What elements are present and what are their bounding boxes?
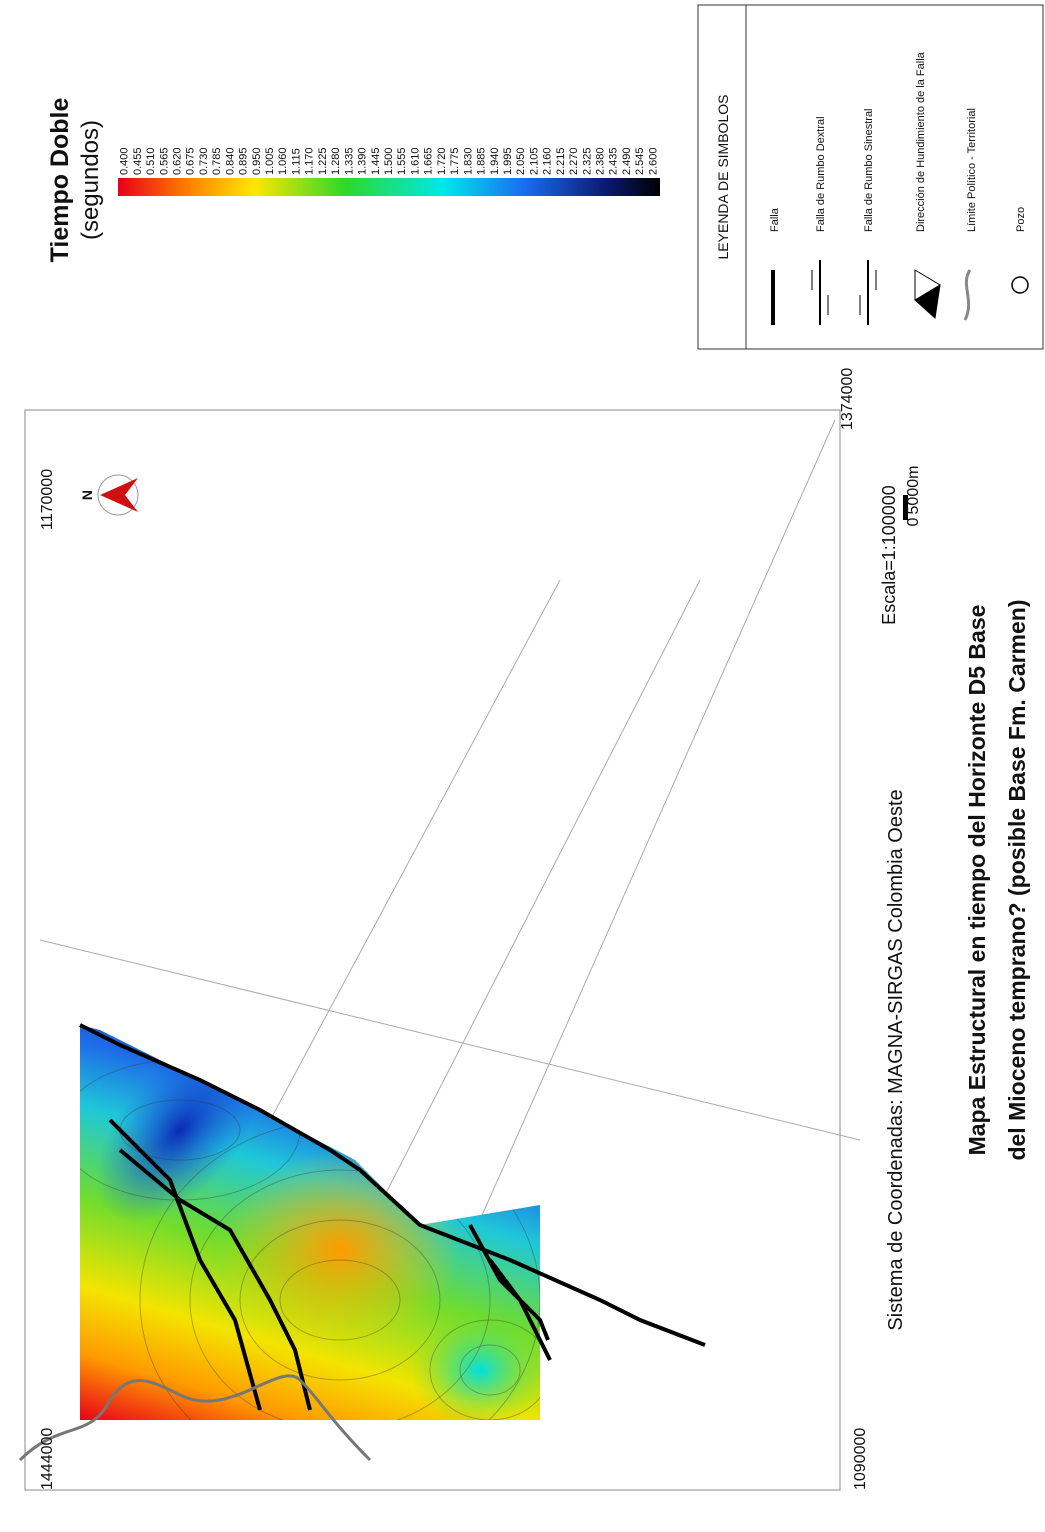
legend-label: Falla de Rumbo Dextral [815,116,827,232]
colorbar-label: 0.730 [198,147,210,175]
colorbar-label: 0.620 [171,147,183,175]
scale-text: Escala=1:100000 [879,485,899,625]
colorbar [118,178,660,196]
colorbar-label: 1.720 [436,147,448,175]
colorbar-label: 2.545 [634,147,646,175]
colorbar-label: 1.115 [290,148,302,175]
colorbar-label: 2.050 [515,147,527,175]
colorbar-label: 2.215 [555,147,567,175]
corner-label: 1170000 [39,469,56,530]
legend-label: Falla de Rumbo Sinestral [863,108,875,232]
colorbar-label: 2.325 [581,147,593,175]
title: del Mioceno temprano? (posible Base Fm. … [1004,599,1030,1160]
corner-label: 1444000 [39,1428,56,1490]
colorbar-label: 2.160 [542,147,554,175]
colorbar-label: 2.600 [647,147,659,175]
faults [79,1023,706,1411]
colorbar-label: 0.840 [224,147,236,175]
title: Mapa Estructural en tiempo del Horizonte… [964,605,990,1156]
colorbar-label: 2.435 [608,147,620,175]
legend-label: Falla [769,207,781,232]
scale-start: 0 [905,517,922,526]
colorbar-label: 2.270 [568,147,580,175]
colorbar-label: 2.105 [528,147,540,175]
colorbar-label: 1.170 [304,147,316,175]
scale-bar [903,495,908,520]
north-arrow: N [79,474,139,516]
colorbar-label: 1.665 [423,147,435,175]
colorbar-label: 1.555 [396,147,408,175]
colorbar-label: 1.005 [264,147,276,175]
colorbar-label: 1.885 [476,147,488,175]
scale-end: 5000m [905,466,922,515]
colorbar-label: 0.455 [132,147,144,175]
colorbar-label: 0.895 [238,147,250,175]
horizon-surface [80,1025,540,1420]
colorbar-label: 1.445 [370,147,382,175]
colorbar-label: 2.380 [595,147,607,175]
colorbar-label: 0.565 [158,147,170,175]
colorbar-label: 1.775 [449,147,461,175]
colorbar-label: 2.490 [621,147,633,175]
legend-box [697,4,1044,350]
colorbar-label: 1.390 [357,147,369,175]
colorbar-title: Tiempo Doble [46,97,74,262]
corner-label: 1374000 [839,368,856,430]
political-boundary [18,1374,372,1462]
corner-label: 1090000 [852,1428,869,1490]
colorbar-label: 1.335 [343,147,355,175]
colorbar-label: 0.950 [251,147,263,175]
colorbar-label: 1.500 [383,147,395,175]
coordinate-system: Sistema de Coordenadas: MAGNA-SIRGAS Col… [885,789,907,1330]
colorbar-label: 1.940 [489,147,501,175]
legend-label: Pozo [1015,207,1027,232]
colorbar-label: 0.510 [145,147,157,175]
colorbar-label: 1.995 [502,147,514,175]
colorbar-label: 1.830 [462,147,474,175]
legend-title: LEYENDA DE SIMBOLOS [715,95,731,260]
colorbar-label: 1.060 [277,147,289,175]
legend-label: Dirección de Hundimiento de la Falla [915,51,927,232]
map-frame [24,409,841,1491]
colorbar-label: 0.675 [185,147,197,175]
colorbar-label: 0.400 [119,147,131,175]
legend-label: Límite Político - Territorial [966,108,978,232]
colorbar-label: 1.280 [330,147,342,175]
colorbar-label: 1.225 [317,147,329,175]
colorbar-label: 1.610 [409,147,421,175]
north-label: N [79,490,95,500]
colorbar-label: 0.785 [211,147,223,175]
colorbar-unit: (segundos) [77,120,104,240]
legend-symbols [771,260,1029,325]
